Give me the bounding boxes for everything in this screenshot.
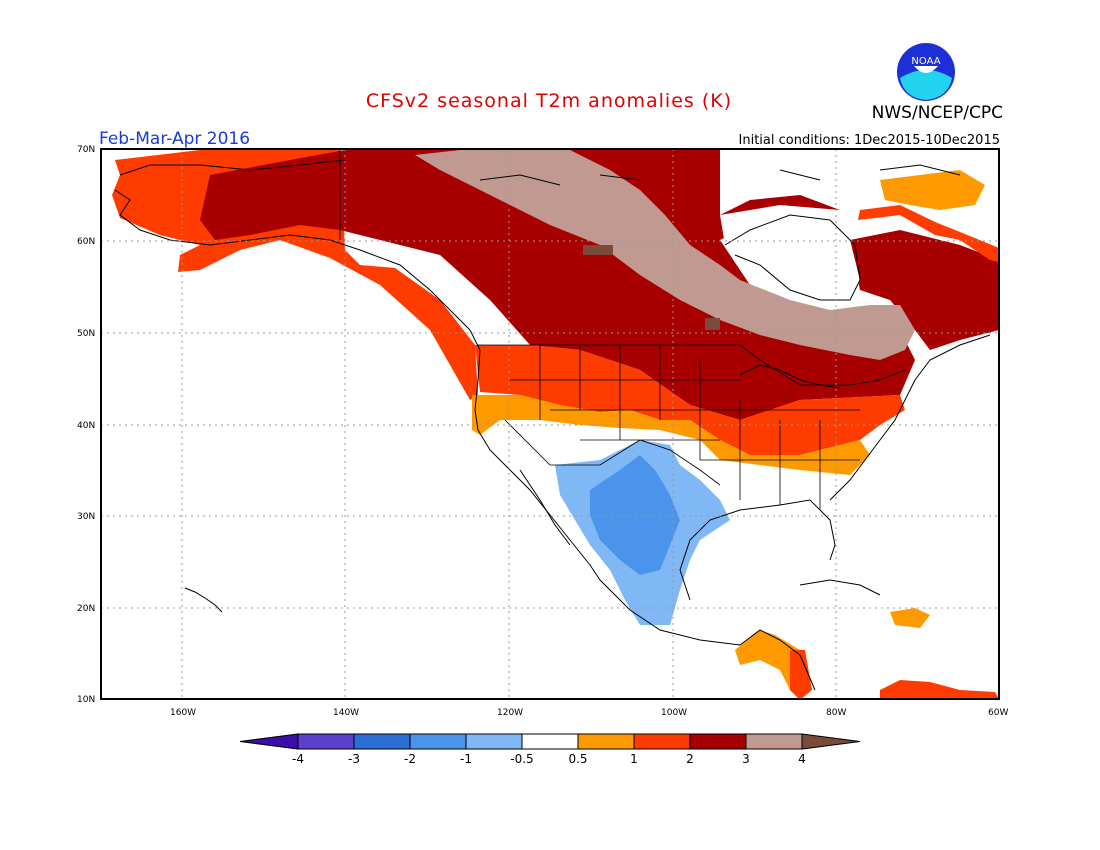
colorbar-tick-label: 4 bbox=[798, 752, 806, 766]
anomaly-eastcanada-orange bbox=[858, 205, 999, 262]
colorbar-swatch bbox=[745, 733, 803, 750]
colorbar-swatch bbox=[689, 733, 747, 750]
anomaly-hudson-white bbox=[720, 205, 860, 305]
coast-westus bbox=[469, 329, 601, 581]
coast-east bbox=[829, 334, 991, 501]
map-title: CFSv2 seasonal T2m anomalies (K) bbox=[0, 90, 1100, 112]
lat-label: 60N bbox=[77, 237, 95, 247]
colorbar-tick-label: 3 bbox=[742, 752, 750, 766]
anomaly-centralamerica-red bbox=[790, 650, 812, 699]
lon-label: 60W bbox=[988, 708, 1008, 718]
lat-label: 20N bbox=[77, 604, 95, 614]
lon-label: 160W bbox=[170, 708, 196, 718]
border-states bbox=[510, 345, 860, 510]
coast-arctic bbox=[479, 164, 961, 186]
season-label: Feb-Mar-Apr 2016 bbox=[99, 129, 251, 149]
colorbar-tick-label: -2 bbox=[404, 752, 416, 766]
lon-label: 80W bbox=[826, 708, 846, 718]
colorbar-swatch bbox=[297, 733, 355, 750]
colorbar: -4 -3 -2 -1 -0.5 0.5 1 2 3 4 bbox=[239, 733, 861, 766]
colorbar-swatch bbox=[353, 733, 411, 750]
colorbar-tick-label: -0.5 bbox=[510, 752, 533, 766]
colorbar-tick-label: 0.5 bbox=[568, 752, 587, 766]
coast-mexico bbox=[599, 579, 816, 691]
coastlines bbox=[114, 159, 991, 691]
logo-text: NOAA bbox=[911, 56, 940, 67]
lon-label: 140W bbox=[333, 708, 359, 718]
anomaly-us-orange bbox=[475, 345, 905, 455]
anomaly-caribbean-orange bbox=[890, 608, 930, 628]
coast-hawaii bbox=[184, 587, 223, 613]
lon-label: 120W bbox=[497, 708, 523, 718]
lat-label: 10N bbox=[77, 695, 95, 705]
lon-label: 100W bbox=[661, 708, 687, 718]
anomaly-mexico-blue2 bbox=[590, 455, 680, 575]
agency-label: NWS/NCEP/CPC bbox=[871, 103, 1003, 123]
anomaly-southamerica-red bbox=[880, 680, 999, 699]
colorbar-swatch bbox=[521, 733, 579, 750]
colorbar-tick-label: -4 bbox=[292, 752, 304, 766]
coast-gulf bbox=[679, 499, 836, 601]
colorbar-tick-label: 2 bbox=[686, 752, 694, 766]
plot-frame bbox=[100, 148, 1000, 700]
colorbar-swatch bbox=[633, 733, 691, 750]
colorbar-swatch bbox=[465, 733, 523, 750]
colorbar-right-arrow bbox=[801, 733, 861, 750]
noaa-logo-icon: NOAA bbox=[897, 43, 955, 101]
graticule bbox=[101, 149, 999, 699]
anomaly-tan-canada bbox=[415, 150, 915, 360]
lon-axis: 160W 140W 120W 100W 80W 60W bbox=[170, 708, 1008, 718]
anomaly-eastcanada-darkred bbox=[850, 230, 999, 350]
colorbar-tick-label: 1 bbox=[630, 752, 638, 766]
map-title-text: CFSv2 seasonal T2m anomalies (K) bbox=[365, 90, 733, 112]
anomaly-brown-speck-1 bbox=[583, 245, 613, 255]
lat-label: 70N bbox=[77, 145, 95, 155]
initial-conditions-label: Initial conditions: 1Dec2015-10Dec2015 bbox=[738, 133, 1000, 148]
coast-greatlakes bbox=[739, 364, 841, 389]
coast-cuba bbox=[799, 579, 881, 596]
coast-alaska bbox=[114, 159, 471, 331]
lat-label: 30N bbox=[77, 512, 95, 522]
lat-label: 40N bbox=[77, 421, 95, 431]
coast-baja bbox=[519, 469, 571, 546]
colorbar-swatch bbox=[577, 733, 635, 750]
lat-label: 50N bbox=[77, 329, 95, 339]
coast-hudson bbox=[724, 214, 861, 301]
lat-axis: 70N 60N 50N 40N 30N 20N 10N bbox=[77, 145, 95, 705]
anomaly-brown-speck-2 bbox=[705, 318, 720, 330]
colorbar-swatch bbox=[409, 733, 467, 750]
anomaly-fields bbox=[112, 150, 999, 699]
colorbar-left-arrow bbox=[239, 733, 299, 750]
boundaries bbox=[339, 150, 906, 510]
anomaly-us-lightorange bbox=[472, 395, 870, 475]
colorbar-tick-label: -1 bbox=[460, 752, 472, 766]
anomaly-greenland-orange bbox=[880, 170, 985, 210]
border-canada-us bbox=[478, 344, 906, 386]
colorbar-tick-label: -3 bbox=[348, 752, 360, 766]
